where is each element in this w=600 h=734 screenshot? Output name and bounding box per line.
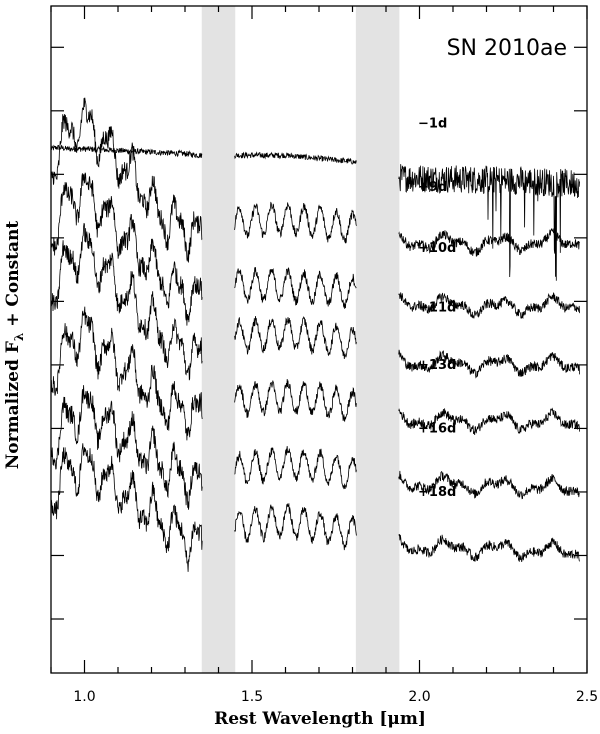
spectrum-+10d — [50, 172, 580, 326]
y-axis-title-main: Normalized F — [3, 341, 23, 469]
spectrum-segment — [398, 534, 580, 562]
telluric-band-2 — [355, 6, 400, 673]
spectrum-segment — [234, 446, 357, 490]
epoch-label: +18d — [418, 485, 456, 500]
spectrum-segment — [50, 144, 203, 159]
spectrum-segment — [50, 306, 203, 441]
spectrum-segment — [398, 470, 580, 500]
epoch-label: +9d — [418, 180, 447, 195]
y-axis-title-rest: + Constant — [3, 221, 23, 333]
spectrum-segment — [234, 378, 357, 423]
chart-title: SN 2010ae — [447, 36, 567, 61]
plot-frame — [50, 5, 588, 674]
spectrum-segment — [398, 349, 580, 379]
spectrum-+18d — [50, 443, 580, 572]
spectrum-+13d — [50, 306, 580, 441]
spectrum-segment — [398, 407, 580, 436]
telluric-band-1 — [201, 6, 236, 673]
spectrum-segment — [234, 502, 357, 551]
spectrum-segment — [50, 172, 203, 326]
spectrum-+11d — [50, 222, 580, 381]
y-axis-title-subscript: λ — [12, 333, 26, 341]
spectrum-+9d — [50, 97, 580, 263]
x-tick-label: 2.5 — [576, 689, 598, 705]
x-axis-ticks: 1.0 1.5 2.0 2.5 — [50, 6, 598, 705]
spectrum-segment — [50, 443, 203, 572]
spectra-series — [50, 97, 580, 572]
spectrum-+16d — [50, 385, 580, 510]
epoch-label: +16d — [418, 421, 456, 436]
y-axis-title: Normalized Fλ + Constant — [3, 221, 26, 470]
x-tick-label: 2.0 — [408, 689, 430, 705]
epoch-label: +13d — [418, 358, 456, 373]
y-axis-ticks — [51, 46, 587, 620]
spectrum-segment — [398, 227, 580, 257]
spectrum-segment — [398, 164, 580, 281]
spectrum-segment — [398, 292, 580, 319]
spectrum-segment — [50, 385, 203, 510]
telluric-bands — [201, 6, 400, 673]
x-axis-title: Rest Wavelength [μm] — [214, 709, 426, 729]
spectrum-segment — [234, 201, 357, 244]
spectrum-segment — [234, 267, 357, 309]
epoch-label: +10d — [418, 241, 456, 256]
x-tick-label: 1.5 — [241, 689, 263, 705]
epoch-label: +11d — [418, 301, 456, 316]
epoch-labels: −1d +9d +10d +11d +13d +16d +18d — [418, 116, 456, 500]
spectrum-segment — [50, 222, 203, 381]
spectrum-segment — [234, 151, 357, 165]
spectrum-−1d — [50, 144, 580, 281]
epoch-label: −1d — [418, 116, 447, 131]
spectrum-segment — [50, 97, 203, 263]
spectrum-segment — [234, 316, 357, 360]
x-tick-label: 1.0 — [73, 689, 95, 705]
